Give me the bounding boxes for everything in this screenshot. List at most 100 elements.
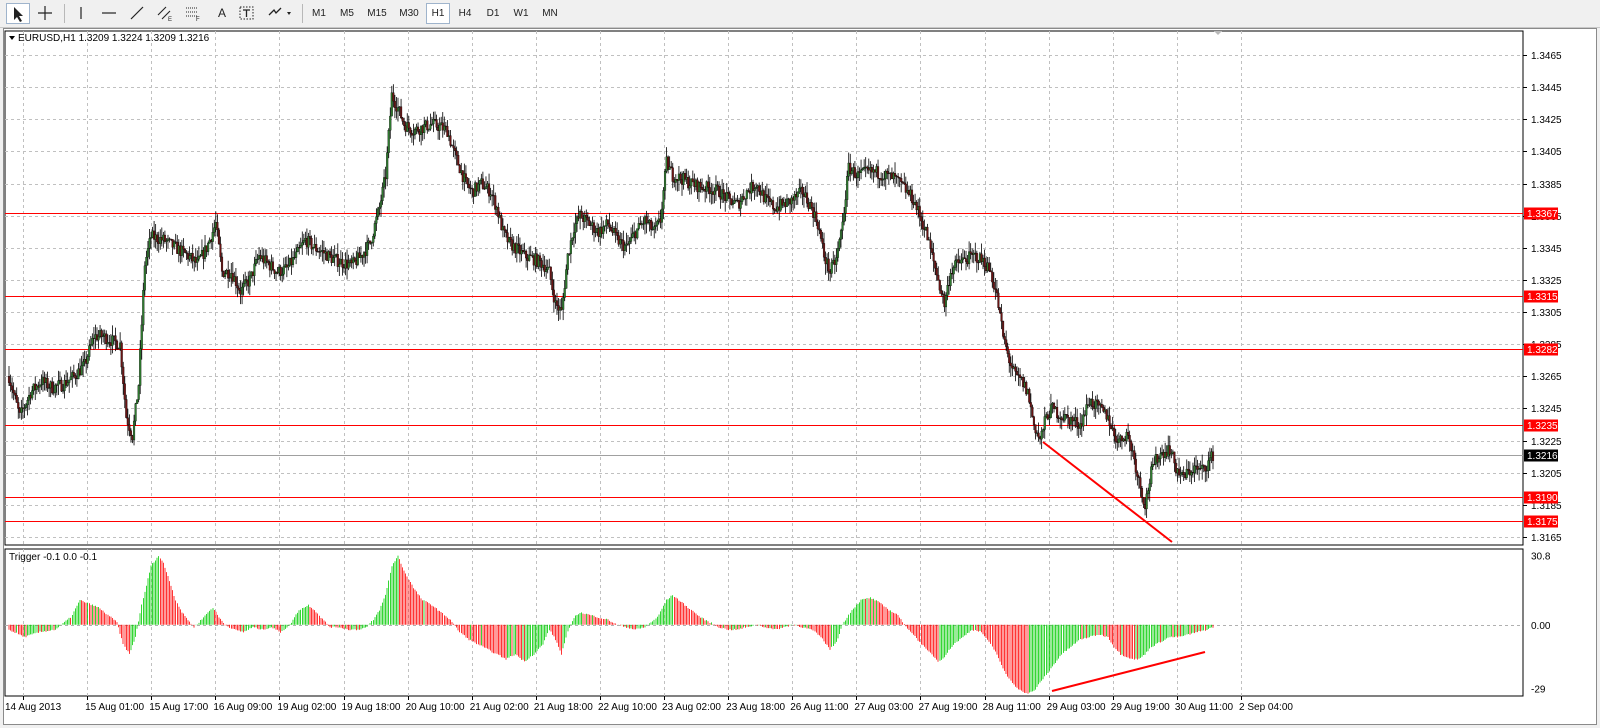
timeframe-m1-button[interactable]: M1 [312, 8, 326, 19]
candle [333, 245, 336, 267]
candle [835, 248, 838, 272]
candle [1187, 461, 1190, 475]
candle [140, 315, 143, 360]
candle [525, 249, 528, 268]
candle [137, 384, 140, 403]
candle [134, 402, 137, 426]
text-label-button[interactable] [236, 3, 260, 24]
candle [961, 248, 964, 264]
candle [128, 414, 131, 437]
candle [145, 250, 148, 274]
price-panel[interactable] [4, 30, 1524, 546]
timeframe-d1-button[interactable]: D1 [486, 8, 500, 19]
candle [412, 123, 415, 146]
timeframe-h1-button[interactable]: H1 [426, 3, 450, 24]
candle [949, 268, 952, 291]
candle [569, 232, 572, 264]
candle [660, 201, 663, 230]
level-price-tag [1524, 343, 1558, 356]
timeframe-mn-button[interactable]: MN [542, 8, 558, 19]
candle [818, 220, 821, 235]
arrows-dropdown-button[interactable] [264, 3, 296, 24]
chart-menu-triangle-icon[interactable] [9, 36, 15, 40]
timeframe-h4-button[interactable]: H4 [458, 8, 472, 19]
candle [798, 178, 801, 194]
candle [583, 210, 586, 229]
candle [988, 256, 991, 272]
candle [941, 290, 944, 304]
candle [997, 288, 1000, 311]
horizontal-line-button[interactable] [98, 3, 122, 24]
candle [427, 128, 430, 132]
candle [745, 188, 748, 206]
candle [793, 190, 796, 209]
x-tick-label: 27 Aug 19:00 [918, 702, 977, 713]
candle [827, 252, 830, 281]
candle [721, 179, 724, 203]
candle [960, 253, 963, 271]
candle [1043, 406, 1046, 439]
candle [466, 177, 469, 189]
candle [1014, 363, 1017, 382]
indicator-panel[interactable] [4, 548, 1524, 697]
y-tick-label: 1.3405 [1531, 147, 1562, 158]
candle [957, 248, 960, 273]
candle [123, 376, 126, 409]
candle [552, 279, 555, 313]
candle [267, 259, 270, 266]
candle [619, 232, 622, 249]
timeframe-m5-button[interactable]: M5 [340, 8, 354, 19]
candle [679, 171, 682, 184]
candle [549, 266, 552, 286]
candle [227, 260, 230, 289]
timeframe-w1-button[interactable]: W1 [513, 8, 529, 19]
candle [849, 153, 852, 182]
candle [684, 168, 687, 182]
crosshair-tool-button[interactable] [34, 3, 58, 24]
timeframe-m15-button[interactable]: M15 [367, 8, 387, 19]
candle [977, 259, 980, 271]
candle [1151, 457, 1154, 471]
text-tool-button[interactable]: A [210, 3, 234, 24]
price-trend-line[interactable] [1042, 441, 1173, 543]
candle [893, 162, 897, 188]
candle [265, 249, 268, 269]
candle [74, 373, 77, 385]
candle [1113, 424, 1116, 444]
cursor-tool-button[interactable] [6, 3, 30, 24]
candle [296, 243, 299, 253]
indicator-trend-line[interactable] [1051, 651, 1206, 692]
candle [122, 361, 125, 395]
candle [341, 252, 344, 276]
candle [438, 117, 441, 140]
candle [213, 219, 216, 237]
candle [234, 268, 237, 295]
candle [992, 272, 995, 293]
candle [299, 237, 302, 249]
candle [910, 184, 914, 211]
timeframe-m30-button[interactable]: M30 [399, 8, 419, 19]
vertical-line-icon [80, 7, 82, 19]
candle [562, 292, 565, 321]
candle [656, 219, 659, 231]
candle [772, 196, 775, 215]
x-tick-label: 22 Aug 10:00 [598, 702, 657, 713]
candle [1003, 332, 1006, 345]
trend-line-button[interactable] [126, 3, 150, 24]
vertical-line-button[interactable] [70, 3, 94, 24]
candle [861, 167, 864, 171]
candle [386, 146, 389, 187]
fibonacci-button[interactable]: F [182, 3, 206, 24]
candle [449, 130, 452, 148]
candle [375, 208, 378, 232]
candle [1140, 486, 1144, 503]
channel-button[interactable]: E [154, 3, 178, 24]
candle [946, 276, 949, 301]
candle [393, 94, 396, 119]
candle [918, 197, 921, 227]
candle [203, 235, 207, 262]
chart-shift-marker[interactable] [1214, 31, 1222, 35]
chart-toolbar: E F A M1 M5 M15 M30 H1 H4 D1 W1 MN [0, 0, 1600, 28]
candle [870, 163, 873, 180]
trend-line-icon [130, 6, 144, 20]
